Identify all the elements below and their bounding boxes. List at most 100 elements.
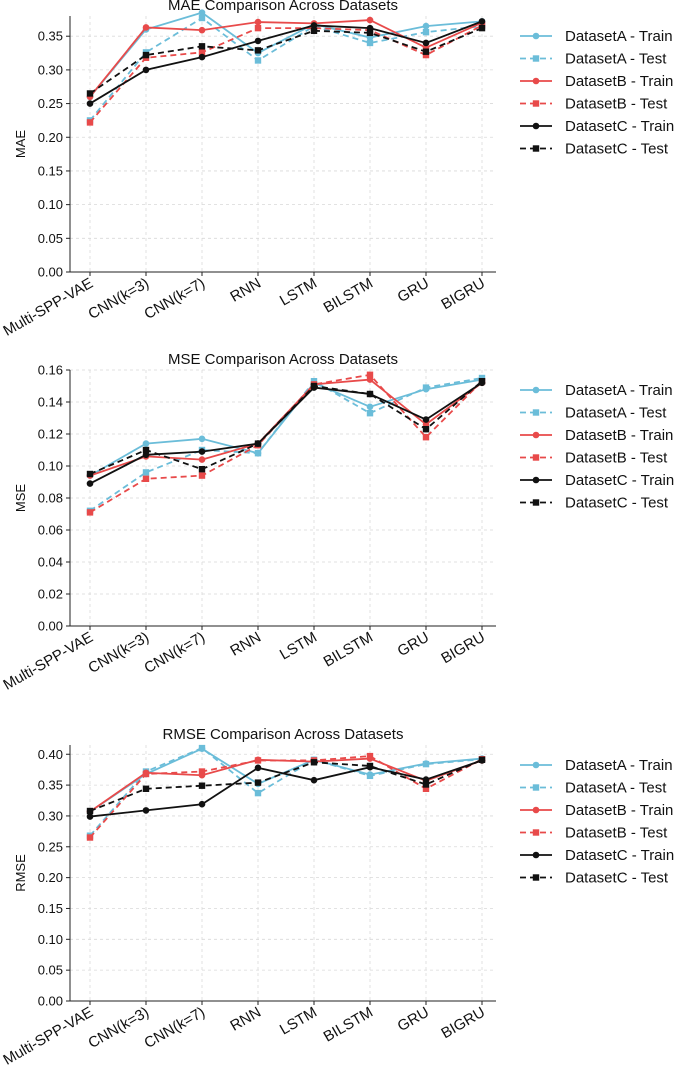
y-tick-label: 0.00 [38, 265, 63, 280]
legend-marker [532, 806, 540, 814]
data-point [422, 39, 430, 47]
data-point [86, 480, 94, 487]
data-point [422, 416, 430, 423]
y-tick-label: 0.10 [38, 459, 63, 474]
legend-label: DatasetC - Test [565, 870, 669, 887]
data-point [422, 28, 430, 36]
chart-title: MSE Comparison Across Datasets [168, 351, 398, 368]
x-tick-label: BILSTM [321, 275, 376, 317]
y-tick-label: 0.20 [38, 870, 63, 885]
legend-marker [532, 431, 540, 439]
x-tick-label: BILSTM [321, 1004, 376, 1046]
data-point [422, 434, 430, 441]
data-point [478, 24, 486, 32]
data-point [142, 469, 150, 476]
legend-marker [532, 100, 540, 107]
x-tick-label: LSTM [277, 1004, 320, 1039]
data-point [310, 22, 318, 29]
x-tick-label: CNN(k=7) [141, 629, 208, 677]
data-point [366, 752, 374, 760]
y-tick-label: 0.00 [38, 619, 63, 634]
legend-marker [532, 454, 540, 461]
y-axis-label: MSE [13, 484, 28, 513]
y-tick-label: 0.12 [38, 427, 63, 442]
x-tick-label: Multi-SPP-VAE [0, 629, 96, 694]
legend-marker [532, 409, 540, 416]
legend-label: DatasetC - Test [565, 495, 669, 512]
x-tick-label: LSTM [277, 275, 320, 310]
data-point [198, 435, 206, 443]
data-point [142, 785, 150, 792]
data-point [422, 781, 430, 788]
legend-label: DatasetB - Test [565, 450, 668, 467]
data-point [366, 410, 374, 417]
x-tick-label: RNN [227, 629, 264, 660]
data-point [198, 9, 206, 16]
data-point [198, 49, 206, 56]
x-tick-label: GRU [395, 629, 432, 660]
data-point [86, 813, 94, 820]
data-point [198, 43, 206, 50]
x-tick-label: BILSTM [321, 629, 376, 671]
legend-label: DatasetB - Train [565, 73, 673, 90]
data-point [422, 426, 430, 433]
x-tick-label: Multi-SPP-VAE [0, 1004, 96, 1069]
x-tick-label: BIGRU [438, 1004, 488, 1042]
data-point [198, 26, 206, 34]
legend-marker [532, 784, 540, 791]
data-point [478, 756, 486, 764]
data-point [142, 475, 150, 482]
data-point [254, 450, 262, 457]
data-point [366, 371, 374, 378]
data-point [254, 37, 262, 45]
data-point [366, 16, 374, 24]
series-line [89, 758, 483, 812]
legend-label: DatasetA - Train [565, 757, 673, 774]
data-point [422, 785, 430, 792]
series-line [89, 16, 483, 121]
legend-marker [532, 851, 540, 859]
y-axis-label: MAE [13, 130, 28, 159]
data-point [86, 834, 94, 841]
legend-marker [532, 122, 540, 130]
data-point [198, 744, 206, 752]
y-tick-label: 0.08 [38, 491, 63, 506]
data-point [86, 90, 94, 97]
y-tick-label: 0.02 [38, 587, 63, 602]
data-point [142, 24, 150, 31]
legend-label: DatasetB - Test [565, 96, 668, 113]
legend-marker [532, 829, 540, 836]
data-point [254, 757, 262, 764]
chart-panel-3: 0.00 0.05 0.10 0.15 0.20 0.25 0.30 0.35 0.40 Mult… [0, 726, 674, 1069]
y-tick-label: 0.14 [38, 395, 63, 410]
legend-label: DatasetA - Test [565, 405, 667, 422]
y-tick-label: 0.15 [38, 163, 63, 178]
data-point [142, 807, 150, 814]
series-line [89, 747, 483, 837]
data-point [198, 800, 206, 808]
data-point [366, 403, 374, 411]
series-line [89, 27, 483, 95]
y-tick-label: 0.30 [38, 808, 63, 823]
legend-marker [532, 386, 540, 394]
legend-marker [532, 761, 540, 769]
series-line [89, 24, 483, 124]
data-point [86, 509, 94, 516]
y-tick-label: 0.16 [38, 363, 63, 378]
x-tick-label: CNN(k=7) [141, 1004, 208, 1052]
legend-label: DatasetA - Train [565, 28, 673, 45]
x-tick-label: GRU [395, 1004, 432, 1035]
y-tick-label: 0.00 [38, 994, 63, 1009]
series-datasetc-test [86, 24, 486, 97]
legend-label: DatasetC - Train [565, 847, 674, 864]
data-point [198, 782, 206, 789]
series-line [89, 755, 483, 839]
y-axis-label: RMSE [13, 854, 28, 892]
data-point [310, 27, 318, 35]
y-tick-label: 0.25 [38, 839, 63, 854]
data-point [142, 770, 150, 778]
data-point [142, 446, 150, 454]
data-point [254, 57, 262, 64]
data-point [366, 39, 374, 47]
y-tick-label: 0.35 [38, 778, 63, 793]
